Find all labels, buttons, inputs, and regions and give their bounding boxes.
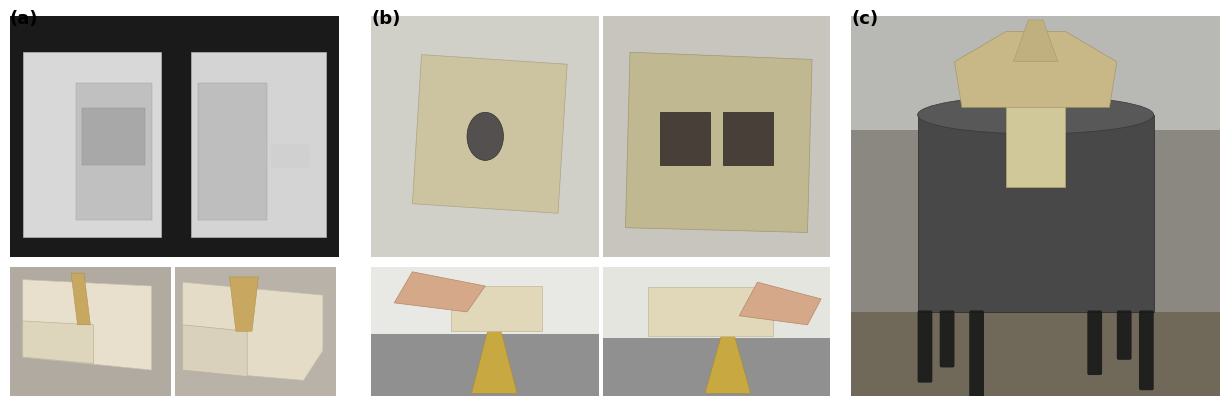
FancyBboxPatch shape — [940, 310, 954, 368]
FancyBboxPatch shape — [1139, 310, 1154, 390]
Polygon shape — [412, 55, 567, 213]
FancyBboxPatch shape — [371, 334, 599, 396]
FancyBboxPatch shape — [451, 286, 542, 331]
Text: (a): (a) — [10, 10, 38, 28]
Polygon shape — [23, 52, 161, 237]
Polygon shape — [471, 331, 517, 393]
Polygon shape — [22, 280, 151, 370]
FancyBboxPatch shape — [1006, 103, 1065, 187]
FancyBboxPatch shape — [723, 112, 774, 165]
Polygon shape — [394, 272, 485, 312]
FancyBboxPatch shape — [918, 115, 1154, 312]
Ellipse shape — [918, 96, 1154, 134]
Polygon shape — [71, 273, 91, 325]
FancyBboxPatch shape — [603, 267, 830, 338]
FancyBboxPatch shape — [648, 287, 774, 337]
Polygon shape — [191, 52, 326, 237]
FancyBboxPatch shape — [1117, 310, 1132, 360]
Text: (b): (b) — [371, 10, 401, 28]
Polygon shape — [183, 282, 323, 381]
Polygon shape — [1014, 20, 1058, 62]
Polygon shape — [230, 277, 258, 331]
Text: (c): (c) — [851, 10, 878, 28]
Polygon shape — [198, 84, 267, 221]
FancyBboxPatch shape — [969, 310, 984, 398]
FancyBboxPatch shape — [659, 112, 710, 165]
Polygon shape — [183, 325, 247, 377]
FancyBboxPatch shape — [271, 143, 310, 168]
FancyBboxPatch shape — [1087, 310, 1102, 375]
FancyBboxPatch shape — [371, 267, 599, 334]
FancyBboxPatch shape — [603, 338, 830, 396]
Polygon shape — [739, 282, 822, 325]
FancyBboxPatch shape — [918, 310, 932, 383]
FancyBboxPatch shape — [851, 312, 1220, 396]
Ellipse shape — [467, 112, 503, 160]
Polygon shape — [76, 84, 151, 221]
FancyBboxPatch shape — [851, 16, 1220, 130]
Polygon shape — [954, 32, 1117, 107]
Polygon shape — [22, 321, 93, 364]
Polygon shape — [626, 52, 812, 233]
Polygon shape — [82, 107, 145, 165]
Polygon shape — [705, 337, 750, 393]
